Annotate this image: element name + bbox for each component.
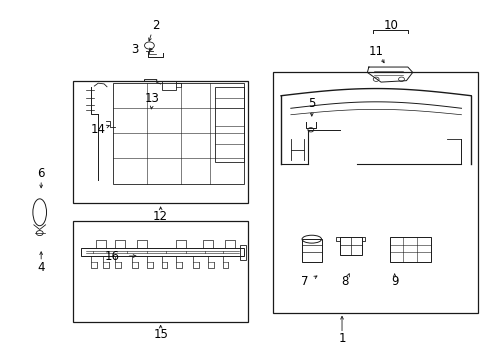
Text: 7: 7 bbox=[301, 275, 308, 288]
Text: 1: 1 bbox=[338, 332, 345, 345]
Text: 12: 12 bbox=[153, 210, 168, 223]
Text: 6: 6 bbox=[38, 167, 45, 180]
Text: 13: 13 bbox=[144, 92, 159, 105]
Text: 5: 5 bbox=[307, 98, 315, 111]
Text: 15: 15 bbox=[153, 328, 168, 341]
Text: 8: 8 bbox=[341, 275, 348, 288]
Text: 4: 4 bbox=[38, 261, 45, 274]
Text: 9: 9 bbox=[390, 275, 398, 288]
Text: 11: 11 bbox=[368, 45, 383, 58]
Text: 16: 16 bbox=[104, 249, 119, 262]
Text: 10: 10 bbox=[383, 19, 397, 32]
Text: 3: 3 bbox=[131, 43, 139, 56]
Text: 14: 14 bbox=[91, 122, 105, 136]
Text: 2: 2 bbox=[152, 19, 159, 32]
